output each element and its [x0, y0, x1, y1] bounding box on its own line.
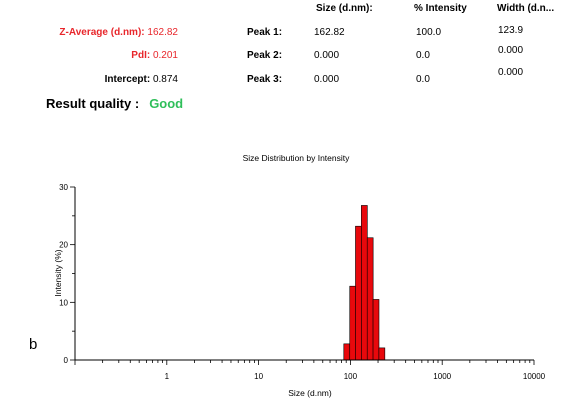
x-tick-label-1000: 1000	[433, 372, 451, 381]
intercept-row: Intercept: 0.874	[0, 74, 178, 86]
peak-2-size: 0.000	[314, 50, 340, 61]
bar-1	[349, 285, 356, 361]
y-tick-label-20: 20	[59, 241, 68, 250]
panel-letter: b	[29, 336, 38, 353]
size-column-header: Size (d.nm):	[316, 3, 373, 14]
z-average-row: Z-Average (d.nm): 162.82	[0, 27, 178, 39]
result-quality-row: Result quality : Good	[46, 96, 183, 111]
peak-1-size: 162.82	[314, 27, 345, 38]
result-quality-value: Good	[149, 96, 184, 111]
x-tick-label-10000: 10000	[523, 372, 546, 381]
bar-0	[343, 343, 351, 361]
z-average-value: 162.82	[147, 27, 178, 38]
peak-1-width: 123.9	[498, 25, 524, 36]
x-tick-label-1: 1	[165, 372, 170, 381]
peak-2-width: 0.000	[498, 45, 524, 56]
peak-1-intensity: 100.0	[416, 27, 442, 38]
bar-2	[355, 225, 362, 361]
chart-title: Size Distribution by Intensity	[243, 153, 351, 163]
bar-3	[361, 205, 368, 361]
peak-2-label: Peak 2:	[247, 50, 283, 61]
intensity-column-header: % Intensity	[414, 3, 467, 14]
peak-3-intensity: 0.0	[416, 74, 430, 85]
width-column-header: Width (d.n...	[497, 3, 555, 14]
x-tick-label-100: 100	[344, 372, 358, 381]
x-tick-label-10: 10	[254, 372, 263, 381]
pdi-label: PdI:	[131, 50, 151, 61]
peak-3-width: 0.000	[498, 67, 524, 78]
axes-layer: 0 10 20 30 1 10 100 1000 10000	[59, 183, 546, 381]
peak-2-intensity: 0.0	[416, 50, 430, 61]
intercept-value: 0.874	[152, 74, 178, 85]
x-axis-label: Size (d.nm)	[288, 388, 332, 398]
y-tick-label-10: 10	[59, 298, 68, 307]
result-quality-label: Result quality :	[46, 96, 140, 111]
y-tick-label-30: 30	[59, 183, 68, 192]
bar-5	[372, 299, 380, 361]
y-tick-label-0: 0	[64, 356, 69, 365]
z-average-label: Z-Average (d.nm):	[59, 27, 145, 38]
peak-3-label: Peak 3:	[247, 74, 283, 85]
bar-4	[366, 237, 374, 361]
pdi-value: 0.201	[152, 50, 178, 61]
peak-1-label: Peak 1:	[247, 27, 283, 38]
bar-6	[378, 347, 386, 361]
intercept-label: Intercept:	[104, 74, 151, 85]
peak-3-size: 0.000	[314, 74, 340, 85]
bars-layer	[343, 205, 386, 361]
pdi-row: PdI: 0.201	[0, 50, 178, 62]
y-axis-label: Intensity (%)	[53, 249, 63, 296]
